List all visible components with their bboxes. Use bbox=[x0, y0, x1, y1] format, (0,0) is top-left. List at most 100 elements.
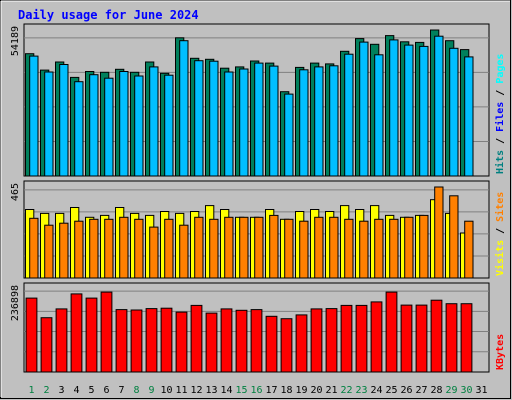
bar-sites-day-undefined bbox=[179, 224, 189, 279]
bar-kbytes-day-undefined bbox=[340, 304, 353, 373]
x-axis-day-labels: 1 2 3 4 5 6 7 8 9 10 11 12 13 14 15 16 17 18 19 20 21 22 23 24 2… bbox=[28, 385, 487, 396]
bar-files-day-15 bbox=[239, 68, 249, 177]
bar-files-day-12 bbox=[194, 60, 204, 177]
bar-sites-day-undefined bbox=[164, 218, 174, 279]
x-tick-label: 20 bbox=[310, 385, 322, 396]
bar-files-day-14 bbox=[224, 71, 234, 177]
legend-kbytes: KBytes bbox=[495, 334, 506, 370]
panel-2: 465 bbox=[10, 180, 490, 279]
x-tick-label: 4 bbox=[73, 385, 79, 396]
x-tick-label: 16 bbox=[250, 385, 262, 396]
bar-kbytes-day-undefined bbox=[85, 297, 98, 373]
x-tick-label: 26 bbox=[400, 385, 412, 396]
x-tick-label: 5 bbox=[88, 385, 94, 396]
bar-sites-day-undefined bbox=[464, 220, 474, 279]
x-tick-label: 15 bbox=[235, 385, 247, 396]
x-tick-label: 13 bbox=[205, 385, 217, 396]
bar-kbytes-day-undefined bbox=[25, 297, 38, 373]
x-tick-label: 27 bbox=[415, 385, 427, 396]
bar-files-day-6 bbox=[104, 77, 114, 177]
legend-visits: Visits bbox=[494, 240, 506, 276]
bar-files-day-19 bbox=[299, 69, 309, 177]
legend-separator: / bbox=[495, 132, 506, 150]
x-tick-label: 24 bbox=[370, 385, 382, 396]
x-tick-label: 3 bbox=[58, 385, 64, 396]
legend-separator: / bbox=[495, 222, 506, 240]
bar-files-day-5 bbox=[89, 74, 99, 177]
bar-kbytes-day-undefined bbox=[460, 303, 473, 373]
x-tick-label: 18 bbox=[280, 385, 292, 396]
x-tick-label: 11 bbox=[175, 385, 187, 396]
y-max-label: 236898 bbox=[10, 285, 21, 321]
bar-files-day-9 bbox=[149, 66, 159, 177]
bar-sites-day-undefined bbox=[224, 216, 234, 279]
bar-files-day-20 bbox=[314, 66, 324, 177]
bar-sites-day-undefined bbox=[149, 226, 159, 279]
bar-sites-day-undefined bbox=[209, 218, 219, 279]
bar-files-day-27 bbox=[419, 45, 429, 177]
legend-pages: Pages bbox=[495, 54, 506, 84]
bar-sites-day-undefined bbox=[404, 216, 414, 279]
bar-kbytes-day-undefined bbox=[370, 301, 383, 373]
bar-kbytes-day-undefined bbox=[325, 308, 338, 373]
bar-sites-day-undefined bbox=[44, 224, 54, 279]
bar-kbytes-day-undefined bbox=[55, 308, 68, 373]
bar-sites-day-undefined bbox=[374, 218, 384, 279]
bar-sites-day-undefined bbox=[104, 218, 114, 279]
chart-panels: 54189 465 236898 bbox=[10, 23, 490, 373]
bar-files-day-8 bbox=[134, 75, 144, 177]
x-tick-label: 25 bbox=[385, 385, 397, 396]
bar-files-day-1 bbox=[29, 55, 39, 177]
bar-files-day-24 bbox=[374, 54, 384, 177]
bar-files-day-28 bbox=[434, 35, 444, 177]
x-tick-label: 10 bbox=[160, 385, 172, 396]
x-tick-label: 21 bbox=[325, 385, 337, 396]
bar-sites-day-undefined bbox=[239, 216, 249, 279]
bar-sites-day-undefined bbox=[314, 216, 324, 279]
bar-kbytes-day-undefined bbox=[160, 307, 173, 373]
bar-sites-day-undefined bbox=[89, 218, 99, 279]
bar-kbytes-day-undefined bbox=[310, 308, 323, 373]
bar-sites-day-undefined bbox=[59, 222, 69, 279]
x-tick-label: 31 bbox=[475, 385, 487, 396]
x-tick-label: 6 bbox=[103, 385, 109, 396]
bar-kbytes-day-undefined bbox=[430, 299, 443, 373]
bar-files-day-7 bbox=[119, 71, 129, 177]
x-tick-label: 14 bbox=[220, 385, 232, 396]
bar-files-day-30 bbox=[464, 56, 474, 177]
bar-files-day-2 bbox=[44, 71, 54, 177]
legend-hits: Hits bbox=[494, 150, 506, 174]
panel-2-legend: Visits / Sites bbox=[494, 192, 506, 276]
x-tick-label: 17 bbox=[265, 385, 277, 396]
bar-kbytes-day-undefined bbox=[355, 304, 368, 373]
bar-files-day-3 bbox=[59, 64, 69, 177]
bar-sites-day-undefined bbox=[134, 218, 144, 279]
bar-sites-day-undefined bbox=[254, 216, 264, 279]
bar-files-day-16 bbox=[254, 62, 264, 177]
bar-sites-day-undefined bbox=[359, 220, 369, 279]
legend-sites: Sites bbox=[494, 192, 506, 222]
panel-1-legend: Hits / Files / Pages bbox=[494, 54, 506, 174]
bar-files-day-13 bbox=[209, 60, 219, 177]
x-tick-label: 28 bbox=[430, 385, 442, 396]
bar-sites-day-undefined bbox=[74, 220, 84, 279]
bar-files-day-11 bbox=[179, 40, 189, 177]
x-tick-label: 29 bbox=[445, 385, 457, 396]
bar-kbytes-day-undefined bbox=[145, 308, 158, 373]
panel-1: 54189 bbox=[10, 23, 490, 177]
bar-sites-day-undefined bbox=[119, 216, 129, 279]
bar-kbytes-day-undefined bbox=[295, 314, 308, 373]
x-tick-label: 8 bbox=[133, 385, 139, 396]
bar-kbytes-day-undefined bbox=[175, 311, 188, 373]
y-max-label: 54189 bbox=[10, 26, 21, 56]
x-tick-label: 7 bbox=[118, 385, 124, 396]
bar-files-day-23 bbox=[359, 41, 369, 177]
bar-sites-day-undefined bbox=[284, 218, 294, 279]
x-tick-label: 22 bbox=[340, 385, 352, 396]
bar-files-day-25 bbox=[389, 39, 399, 177]
bar-sites-day-undefined bbox=[449, 195, 459, 279]
bar-kbytes-day-undefined bbox=[190, 304, 203, 373]
bar-sites-day-undefined bbox=[269, 214, 279, 279]
bar-kbytes-day-undefined bbox=[115, 309, 128, 373]
bar-kbytes-day-undefined bbox=[265, 315, 278, 373]
